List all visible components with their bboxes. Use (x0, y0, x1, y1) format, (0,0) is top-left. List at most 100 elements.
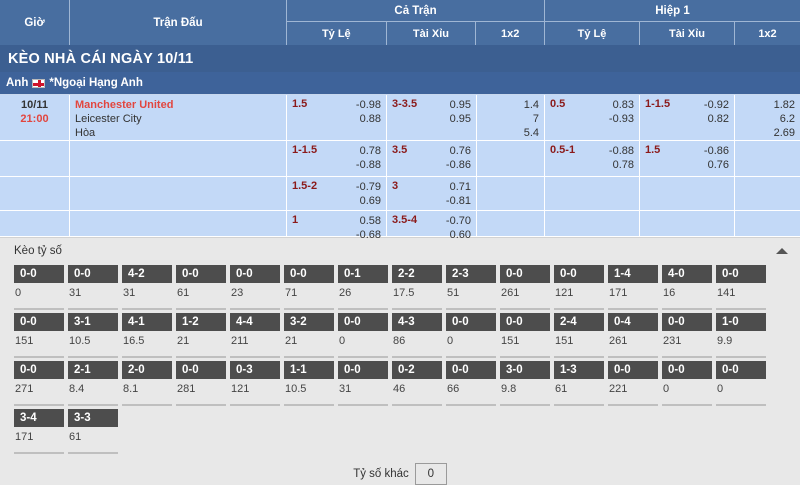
score-chip[interactable]: 0-0 (14, 361, 64, 379)
score-odds-cell[interactable]: 0-0 281 (176, 361, 226, 406)
score-odds-cell[interactable]: 0-0 31 (68, 265, 118, 310)
score-odds-cell[interactable]: 4-4 211 (230, 313, 280, 358)
caret-up-icon[interactable] (776, 247, 788, 254)
score-odds-cell[interactable]: 2-4 151 (554, 313, 604, 358)
full-handicap-cell[interactable]: 1-1.5 0.78 -0.88 (287, 141, 387, 176)
score-chip[interactable]: 0-0 (14, 265, 64, 283)
match-teams-cell-empty[interactable] (70, 141, 287, 176)
score-odds-cell[interactable]: 0-0 61 (176, 265, 226, 310)
half-handicap-cell[interactable] (545, 211, 640, 236)
score-chip[interactable]: 0-0 (446, 361, 496, 379)
full-overunder-cell[interactable]: 3 0.71 -0.81 (387, 177, 477, 210)
full-handicap-cell[interactable]: 1.5-2 -0.79 0.69 (287, 177, 387, 210)
score-odds-cell[interactable]: 2-3 51 (446, 265, 496, 310)
score-odds-cell[interactable]: 0-0 261 (500, 265, 550, 310)
score-chip[interactable]: 2-1 (68, 361, 118, 379)
score-chip[interactable]: 4-4 (230, 313, 280, 331)
score-odds-cell[interactable]: 0-4 261 (608, 313, 658, 358)
full-handicap-cell[interactable]: 1 0.58 -0.68 (287, 211, 387, 241)
score-odds-cell[interactable]: 0-3 121 (230, 361, 280, 406)
score-chip[interactable]: 2-2 (392, 265, 442, 283)
half-1x2-cell[interactable] (735, 211, 800, 236)
score-chip[interactable]: 4-1 (122, 313, 172, 331)
score-odds-cell[interactable]: 3-4 171 (14, 409, 64, 454)
full-1x2-cell[interactable] (477, 177, 545, 210)
team-away[interactable]: Leicester City (75, 113, 142, 125)
score-chip[interactable]: 3-1 (68, 313, 118, 331)
score-chip[interactable]: 0-0 (68, 265, 118, 283)
score-chip[interactable]: 0-0 (716, 361, 766, 379)
match-teams-cell-empty[interactable] (70, 177, 287, 210)
score-chip[interactable]: 0-0 (716, 265, 766, 283)
match-time-cell[interactable]: 10/11 21:00 (0, 95, 70, 140)
score-chip[interactable]: 4-2 (122, 265, 172, 283)
score-chip[interactable]: 0-0 (14, 313, 64, 331)
score-chip[interactable]: 0-0 (284, 265, 334, 283)
score-chip[interactable]: 0-0 (338, 313, 388, 331)
score-odds-cell[interactable]: 2-2 17.5 (392, 265, 442, 310)
score-chip[interactable]: 1-4 (608, 265, 658, 283)
full-1x2-cell[interactable] (477, 211, 545, 236)
score-odds-cell[interactable]: 1-3 61 (554, 361, 604, 406)
score-chip[interactable]: 0-0 (176, 361, 226, 379)
score-odds-cell[interactable]: 1-1 10.5 (284, 361, 334, 406)
score-odds-cell[interactable]: 0-0 0 (446, 313, 496, 358)
half-overunder-cell[interactable] (640, 211, 735, 236)
score-odds-cell[interactable]: 1-2 21 (176, 313, 226, 358)
score-odds-cell[interactable]: 0-0 0 (14, 265, 64, 310)
score-odds-cell[interactable]: 3-1 10.5 (68, 313, 118, 358)
score-chip[interactable]: 0-0 (662, 313, 712, 331)
score-odds-cell[interactable]: 0-0 121 (554, 265, 604, 310)
score-chip[interactable]: 3-4 (14, 409, 64, 427)
score-chip[interactable]: 2-3 (446, 265, 496, 283)
match-time-cell-empty[interactable] (0, 177, 70, 210)
score-odds-cell[interactable]: 3-3 61 (68, 409, 118, 454)
full-handicap-cell[interactable]: 1.5 -0.98 0.88 (287, 95, 387, 140)
score-odds-cell[interactable]: 4-2 31 (122, 265, 172, 310)
score-odds-cell[interactable]: 1-4 171 (608, 265, 658, 310)
score-odds-cell[interactable]: 2-0 8.1 (122, 361, 172, 406)
score-odds-cell[interactable]: 0-0 71 (284, 265, 334, 310)
score-chip[interactable]: 0-1 (338, 265, 388, 283)
other-score-value[interactable]: 0 (414, 463, 447, 485)
half-1x2-cell[interactable] (735, 177, 800, 210)
full-1x2-cell[interactable]: 1.4 7 5.4 (477, 95, 545, 140)
score-odds-cell[interactable]: 0-1 26 (338, 265, 388, 310)
score-odds-cell[interactable]: 1-0 9.9 (716, 313, 766, 358)
score-chip[interactable]: 4-0 (662, 265, 712, 283)
score-chip[interactable]: 0-4 (608, 313, 658, 331)
half-1x2-cell[interactable]: 1.82 6.2 2.69 (735, 95, 800, 140)
match-teams-cell[interactable]: Manchester United Leicester City Hòa (70, 95, 287, 140)
score-chip[interactable]: 0-0 (446, 313, 496, 331)
score-chip[interactable]: 0-0 (500, 265, 550, 283)
score-chip[interactable]: 1-3 (554, 361, 604, 379)
full-overunder-cell[interactable]: 3.5 0.76 -0.86 (387, 141, 477, 176)
half-overunder-cell[interactable]: 1.5 -0.86 0.76 (640, 141, 735, 176)
score-odds-cell[interactable]: 0-0 66 (446, 361, 496, 406)
score-odds-cell[interactable]: 0-0 151 (14, 313, 64, 358)
half-handicap-cell[interactable]: 0.5 0.83 -0.93 (545, 95, 640, 140)
score-chip[interactable]: 0-3 (230, 361, 280, 379)
score-odds-cell[interactable]: 0-0 271 (14, 361, 64, 406)
half-overunder-cell[interactable]: 1-1.5 -0.92 0.82 (640, 95, 735, 140)
score-odds-cell[interactable]: 0-0 23 (230, 265, 280, 310)
score-odds-cell[interactable]: 0-0 0 (338, 313, 388, 358)
score-odds-cell[interactable]: 3-2 21 (284, 313, 334, 358)
score-odds-header[interactable]: Kèo tỷ số (0, 237, 800, 263)
score-chip[interactable]: 0-0 (554, 265, 604, 283)
full-1x2-cell[interactable] (477, 141, 545, 176)
score-odds-cell[interactable]: 4-0 16 (662, 265, 712, 310)
half-handicap-cell[interactable] (545, 177, 640, 210)
score-odds-cell[interactable]: 0-0 151 (500, 313, 550, 358)
score-chip[interactable]: 0-2 (392, 361, 442, 379)
match-teams-cell-empty[interactable] (70, 211, 287, 236)
full-overunder-cell[interactable]: 3.5-4 -0.70 0.60 (387, 211, 477, 241)
score-odds-cell[interactable]: 0-0 221 (608, 361, 658, 406)
half-overunder-cell[interactable] (640, 177, 735, 210)
score-chip[interactable]: 1-1 (284, 361, 334, 379)
score-chip[interactable]: 0-0 (230, 265, 280, 283)
score-odds-cell[interactable]: 4-3 86 (392, 313, 442, 358)
score-chip[interactable]: 0-0 (500, 313, 550, 331)
score-chip[interactable]: 1-0 (716, 313, 766, 331)
score-odds-cell[interactable]: 0-0 0 (662, 361, 712, 406)
